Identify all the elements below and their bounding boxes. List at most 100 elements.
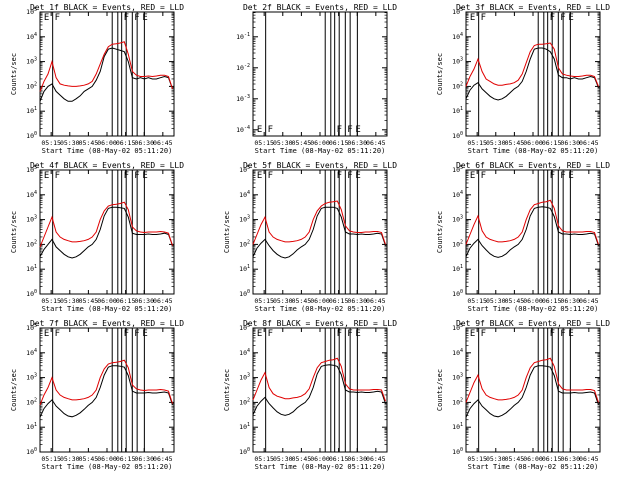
x-tick-label: 05:15 [467, 455, 487, 463]
plot-title: Det 5f BLACK = Events, RED = LLD [243, 161, 397, 170]
x-axis-label: Start Time (08-May-02 05:11:20) [468, 463, 599, 471]
flag-e: E [44, 329, 49, 339]
x-tick-label: 06:00 [310, 455, 330, 463]
x-tick-label: 05:30 [273, 139, 293, 147]
x-tick-label: 05:45 [505, 139, 525, 147]
x-tick-label: 06:00 [97, 297, 117, 305]
y-tick-label: 105 [239, 165, 250, 174]
y-axis-label: Counts/sec [10, 211, 18, 253]
events-series-line [39, 365, 173, 418]
y-tick-label: 101 [26, 422, 37, 431]
lld-series-line [465, 42, 599, 87]
x-tick-label: 06:00 [523, 139, 543, 147]
flag-f: F [55, 171, 60, 181]
flag-f: F [550, 13, 555, 23]
y-tick-label: 100 [452, 447, 463, 456]
y-tick-label: 100 [452, 131, 463, 140]
flag-f: F [560, 329, 565, 339]
flag-e: E [568, 329, 573, 339]
x-tick-label: 06:45 [153, 455, 173, 463]
y-tick-label: 102 [452, 81, 463, 90]
plot-frame [39, 11, 175, 137]
y-tick-label: 100 [26, 447, 37, 456]
x-tick-label: 06:00 [97, 455, 117, 463]
x-tick-label: 05:45 [79, 297, 99, 305]
y-tick-label: 100 [26, 131, 37, 140]
lld-series-line [39, 201, 173, 248]
y-tick-label: 105 [26, 165, 37, 174]
plot-title: Det 3f BLACK = Events, RED = LLD [456, 3, 610, 12]
flag-e: E [470, 171, 475, 181]
y-tick-label: 100 [452, 289, 463, 298]
x-tick-label: 06:00 [97, 139, 117, 147]
x-tick-label: 05:45 [505, 297, 525, 305]
events-series-line [465, 47, 599, 101]
x-tick-label: 06:30 [347, 455, 367, 463]
y-tick-label: 104 [26, 348, 37, 357]
flag-f: F [550, 171, 555, 181]
y-tick-label: 100 [239, 289, 250, 298]
x-tick-label: 06:15 [329, 455, 349, 463]
x-axis-label: Start Time (08-May-02 05:11:20) [42, 305, 173, 313]
x-tick-label: 05:45 [505, 455, 525, 463]
plot-title: Det 2f BLACK = Events, RED = LLD [243, 3, 397, 12]
flag-f: F [124, 171, 129, 181]
x-tick-label: 06:30 [347, 297, 367, 305]
x-tick-label: 05:15 [467, 139, 487, 147]
x-tick-label: 06:00 [523, 297, 543, 305]
x-tick-label: 06:30 [560, 455, 580, 463]
x-axis-label: Start Time (08-May-02 05:11:20) [255, 147, 386, 155]
flag-e: E [257, 125, 262, 135]
lld-series-line [39, 41, 173, 92]
y-tick-label: 101 [26, 106, 37, 115]
x-tick-label: 05:30 [60, 297, 80, 305]
flag-f: F [134, 13, 139, 23]
flag-f: F [124, 329, 129, 339]
x-tick-label: 06:15 [542, 297, 562, 305]
lld-series-line [465, 357, 599, 403]
x-axis-label: Start Time (08-May-02 05:11:20) [468, 147, 599, 155]
y-tick-label: 104 [452, 348, 463, 357]
lld-series-line [252, 200, 386, 245]
flag-f: F [134, 329, 139, 339]
y-tick-label: 103 [452, 215, 463, 224]
y-axis-label: Counts/sec [10, 369, 18, 411]
events-series-line [39, 47, 173, 102]
events-series-line [39, 206, 173, 259]
x-tick-label: 05:45 [79, 455, 99, 463]
y-tick-label: 105 [26, 323, 37, 332]
flag-f: F [268, 329, 273, 339]
x-tick-label: 05:30 [486, 455, 506, 463]
x-axis-label: Start Time (08-May-02 05:11:20) [42, 147, 173, 155]
flag-f: F [124, 13, 129, 23]
y-tick-label: 10-1 [236, 32, 250, 41]
y-tick-label: 101 [452, 422, 463, 431]
y-tick-label: 101 [452, 106, 463, 115]
x-tick-label: 06:00 [310, 139, 330, 147]
x-tick-label: 05:45 [292, 455, 312, 463]
x-tick-label: 05:15 [254, 455, 274, 463]
x-tick-label: 05:30 [486, 297, 506, 305]
flag-f: F [481, 171, 486, 181]
x-tick-label: 05:45 [79, 139, 99, 147]
x-tick-label: 06:00 [310, 297, 330, 305]
x-tick-label: 06:15 [542, 139, 562, 147]
flag-f: F [268, 171, 273, 181]
x-tick-label: 05:15 [41, 297, 61, 305]
y-tick-label: 104 [452, 32, 463, 41]
x-axis-label: Start Time (08-May-02 05:11:20) [255, 463, 386, 471]
y-tick-label: 103 [452, 57, 463, 66]
x-tick-label: 06:45 [153, 139, 173, 147]
y-tick-label: 102 [26, 81, 37, 90]
y-tick-label: 103 [452, 373, 463, 382]
y-tick-label: 103 [26, 215, 37, 224]
y-axis-label: Counts/sec [223, 211, 231, 253]
y-tick-label: 102 [26, 397, 37, 406]
y-tick-label: 103 [26, 57, 37, 66]
